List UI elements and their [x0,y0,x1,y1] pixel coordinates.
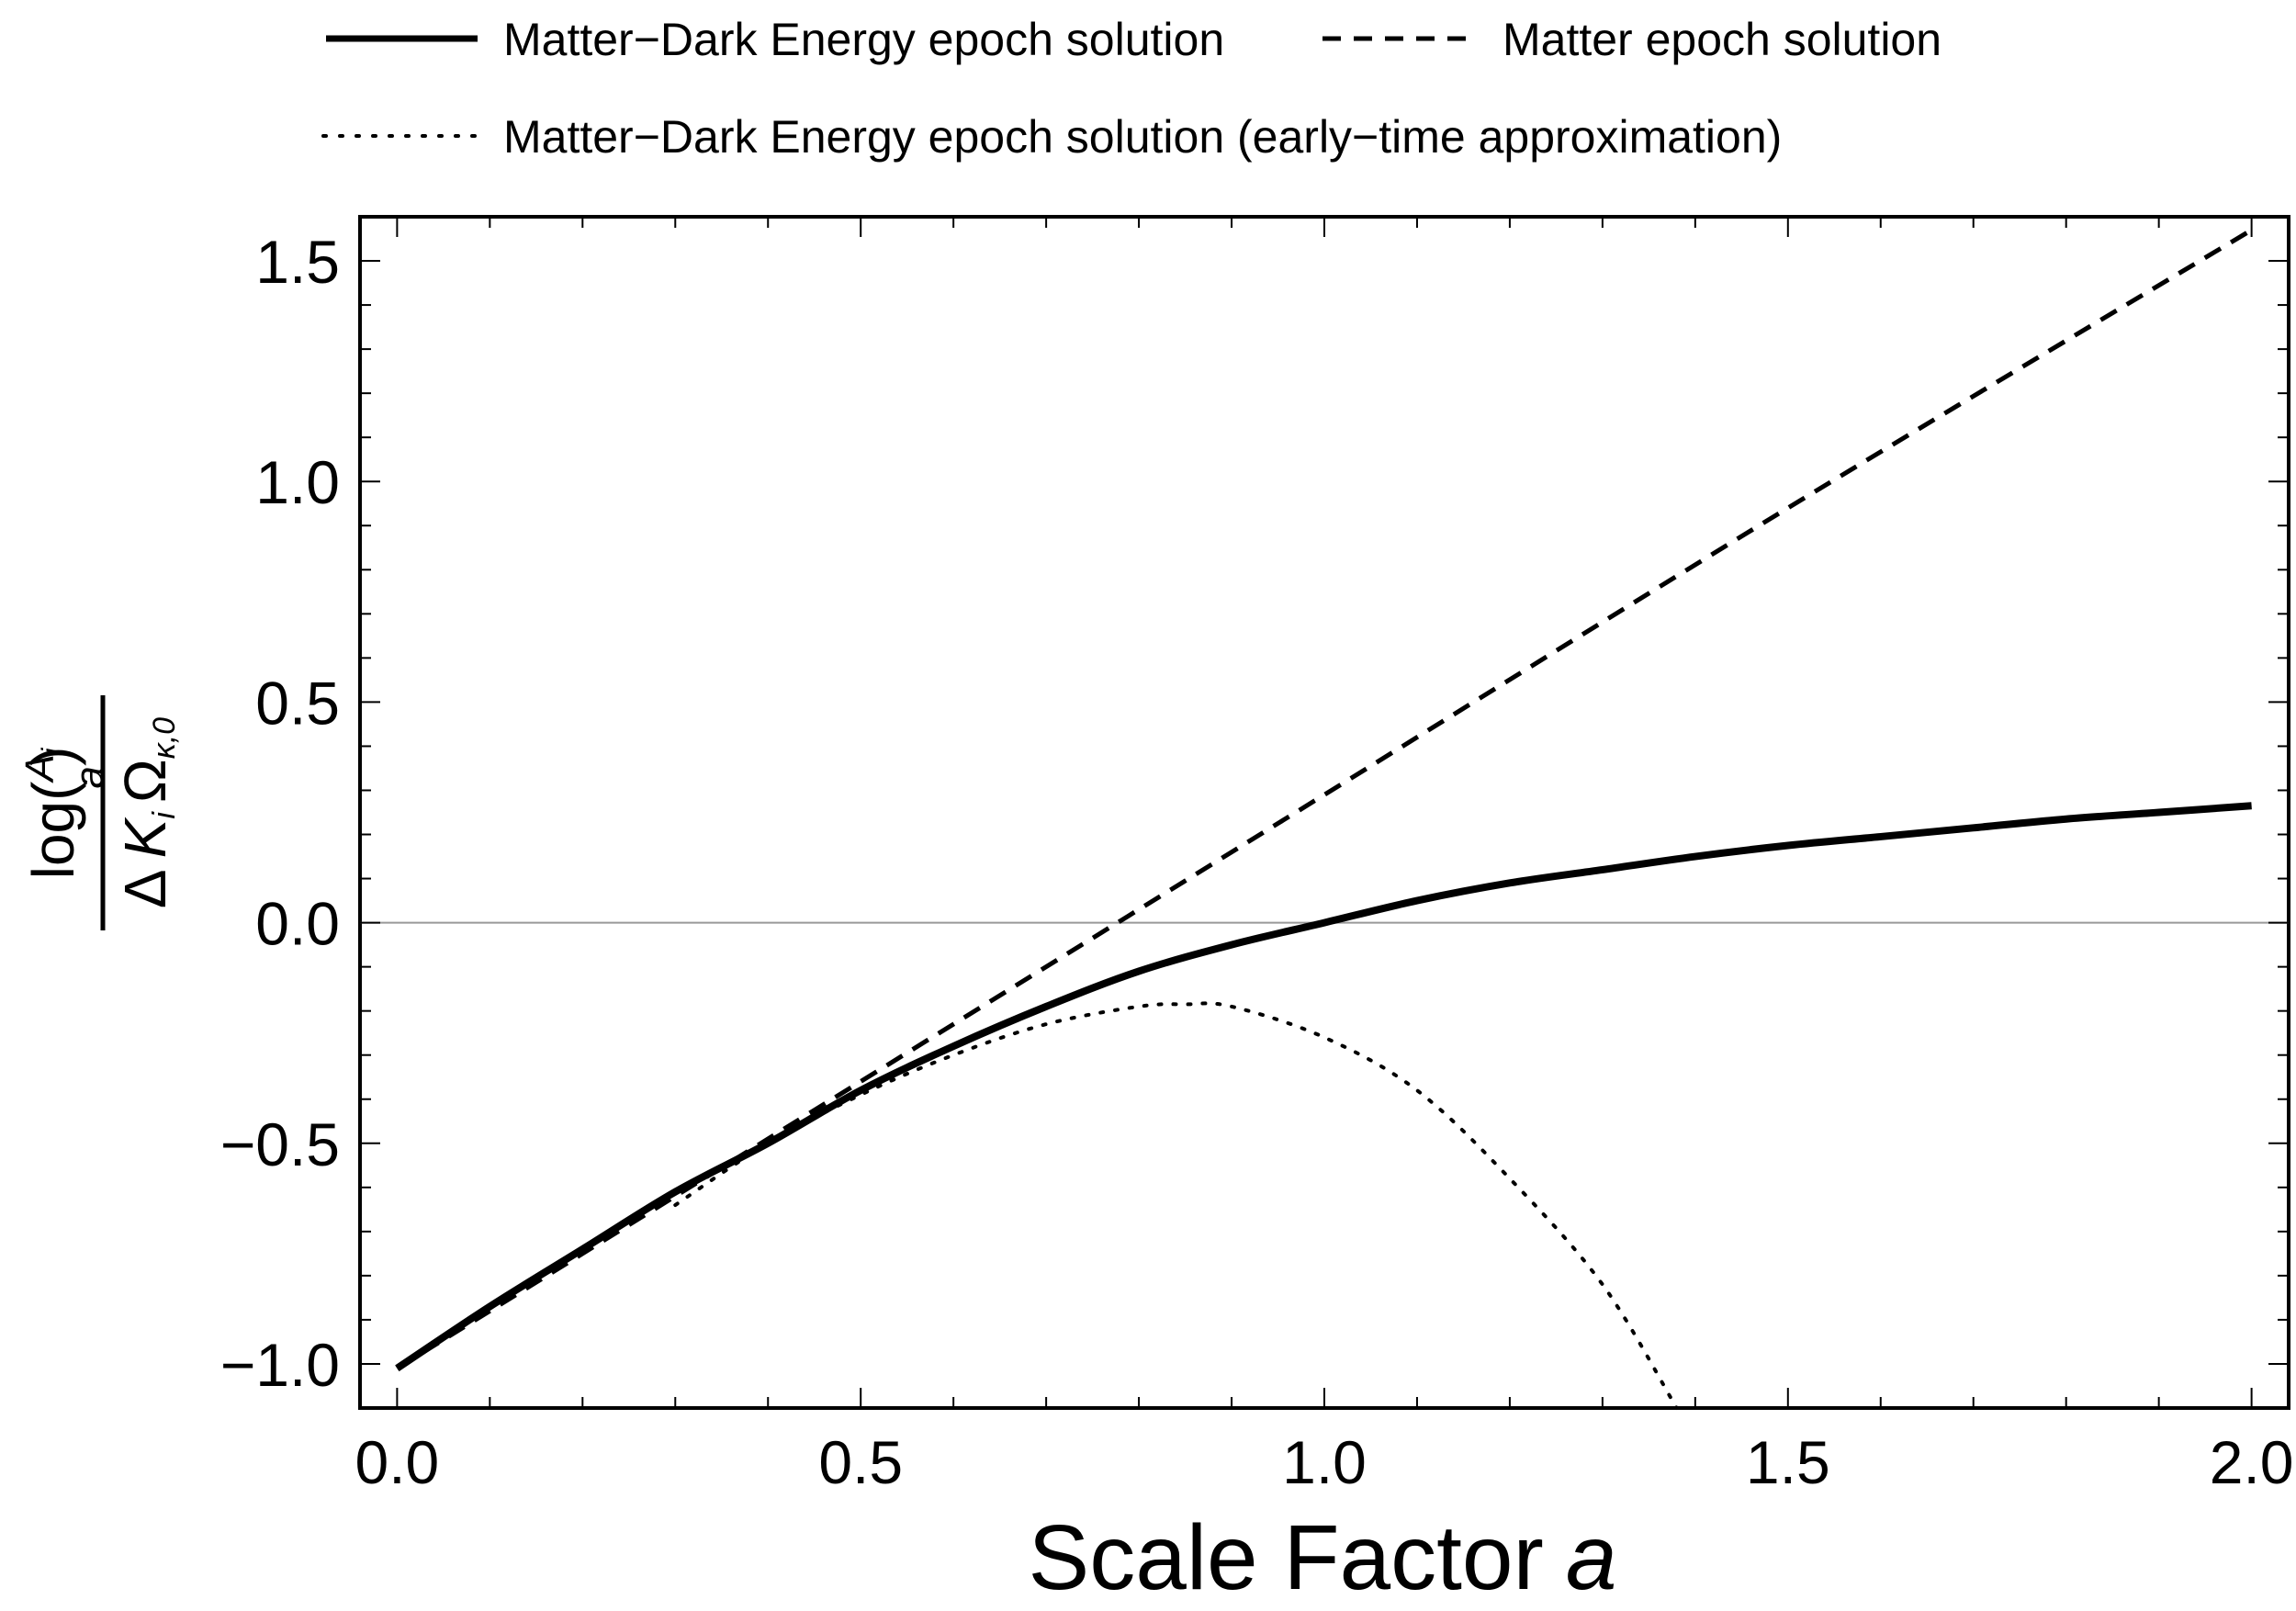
x-tick-label: 0.0 [355,1428,440,1496]
x-tick-label: 1.5 [1746,1428,1830,1496]
legend: Matter−Dark Energy epoch solution Matter… [321,14,1941,163]
series-matter-dark-energy [395,802,2252,1372]
y-tick-label: −0.5 [220,1110,340,1178]
x-tick-label: 2.0 [2210,1428,2294,1496]
legend-label-early: Matter−Dark Energy epoch solution (early… [503,111,1782,163]
y-ticks: −1.0 −0.5 0.0 0.5 1.0 1.5 [220,216,2289,1409]
series-early-time-approximation [673,1001,1679,1410]
x-axis-title: Scale Factor a [1029,1506,1617,1609]
x-tick-label: 0.5 [818,1428,903,1496]
legend-label-mde: Matter−Dark Energy epoch solution [503,14,1224,65]
y-tick-label: 1.5 [255,228,340,296]
y-axis-denominator: ΔKiΩκ,0 [112,717,182,908]
y-tick-label: 0.5 [255,669,340,737]
plot-frame [358,215,2290,1410]
y-axis-numerator: log(Aia) [17,747,112,880]
y-tick-label: 0.0 [255,890,340,958]
series-layer [395,228,2253,1410]
x-ticks: 0.0 0.5 1.0 1.5 2.0 [355,217,2294,1496]
y-tick-label: 1.0 [255,448,340,516]
x-tick-label: 1.0 [1282,1428,1367,1496]
series-matter-epoch [396,228,2253,1370]
legend-label-matter: Matter epoch solution [1503,14,1941,65]
y-axis-title: log(Aia) ΔKiΩκ,0 [17,695,182,930]
y-tick-label: −1.0 [220,1331,340,1399]
